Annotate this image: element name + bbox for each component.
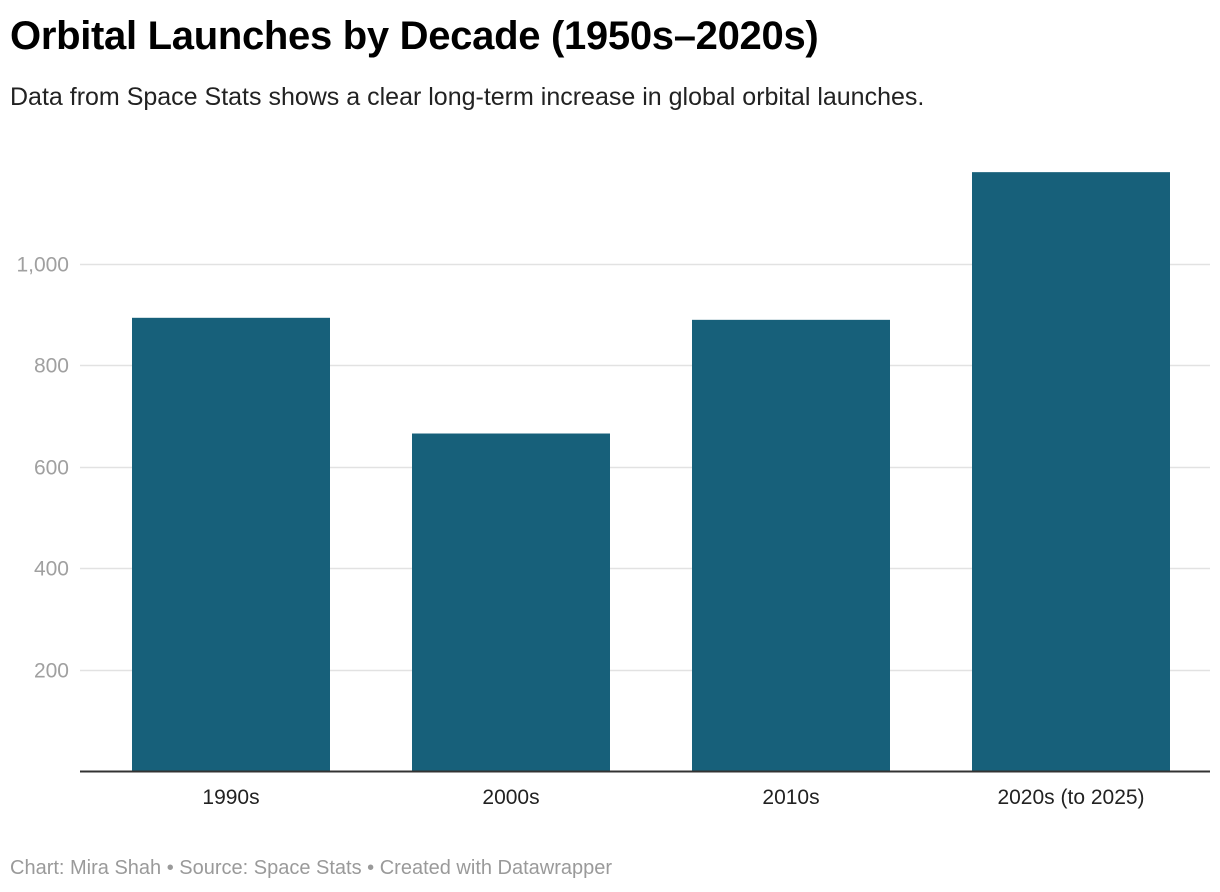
chart-title: Orbital Launches by Decade (1950s–2020s) (10, 14, 819, 58)
bar-1990s[interactable] (132, 317, 330, 771)
x-tick-label: 1990s (202, 786, 259, 809)
bar-chart: 200 400 600 800 1,000 1990s 2000s 2010s 2020s (… (16, 172, 1210, 809)
chart-footer-credit: Chart: Mira Shah • Source: Space Stats •… (10, 857, 613, 879)
y-tick-label: 800 (34, 355, 69, 378)
bar-2010s[interactable] (692, 319, 890, 771)
y-tick-label: 400 (34, 558, 69, 581)
bar-2020s-to-2025[interactable] (972, 172, 1170, 771)
y-tick-label: 200 (34, 660, 69, 683)
y-tick-label: 1,000 (16, 254, 69, 277)
x-tick-label: 2000s (482, 786, 539, 809)
x-tick-label: 2010s (762, 786, 819, 809)
x-tick-label: 2020s (to 2025) (997, 786, 1144, 809)
bars (132, 172, 1170, 771)
chart-subtitle: Data from Space Stats shows a clear long… (10, 83, 925, 111)
x-axis-tick-labels: 1990s 2000s 2010s 2020s (to 2025) (202, 786, 1144, 809)
y-axis-tick-labels: 200 400 600 800 1,000 (16, 254, 69, 683)
bar-2000s[interactable] (412, 433, 610, 771)
y-tick-label: 600 (34, 457, 69, 480)
